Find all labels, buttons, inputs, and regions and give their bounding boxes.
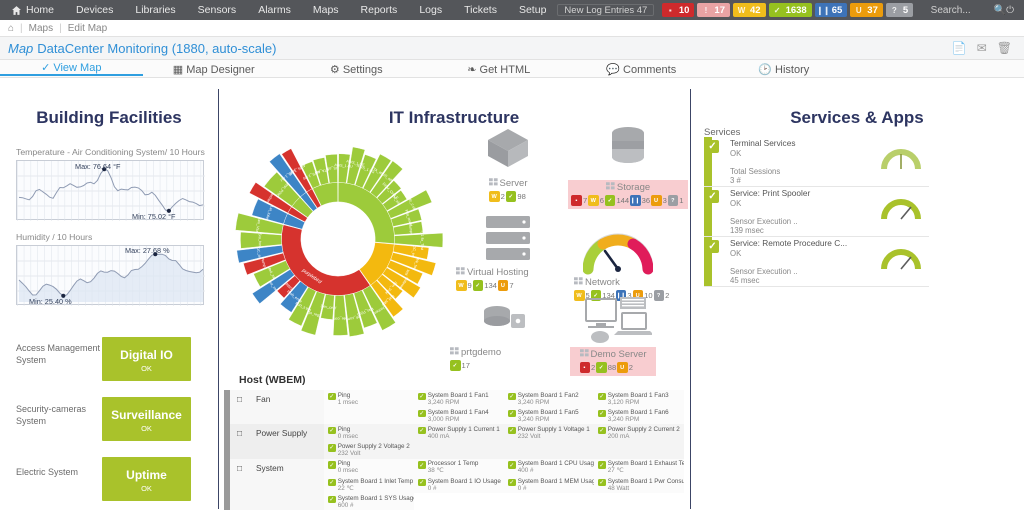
svg-text:Sro_hos: Sro_hos bbox=[258, 233, 262, 247]
svg-text:Min: 25.40 %: Min: 25.40 % bbox=[29, 297, 72, 306]
svg-text:bile_com: bile_com bbox=[333, 316, 348, 320]
svg-text:Max: 76.64 °F: Max: 76.64 °F bbox=[75, 162, 121, 171]
svg-text:Y_1 fix_Test: Y_1 fix_Test bbox=[420, 230, 424, 250]
svg-text:Min: 75.02 °F: Min: 75.02 °F bbox=[132, 212, 176, 221]
svg-text:Max: 27.68 %: Max: 27.68 % bbox=[125, 246, 170, 255]
